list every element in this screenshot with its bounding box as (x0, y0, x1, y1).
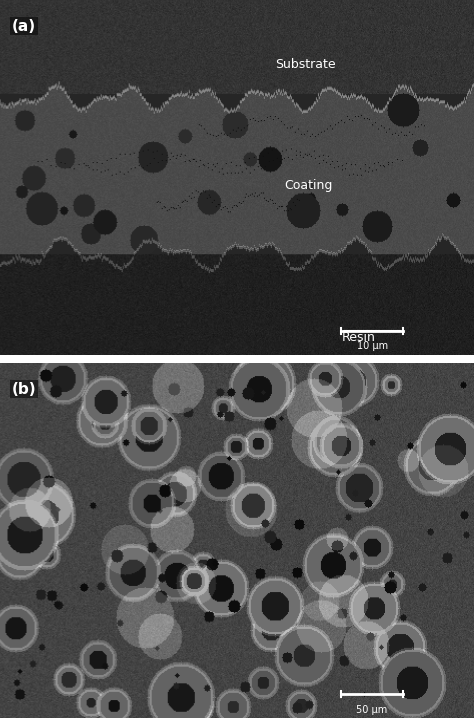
Text: Coating: Coating (284, 178, 333, 191)
Text: Resin: Resin (341, 331, 375, 344)
Text: (a): (a) (12, 19, 36, 34)
Text: Substrate: Substrate (275, 58, 336, 70)
Text: (b): (b) (12, 382, 36, 397)
Text: 50 μm: 50 μm (356, 705, 388, 715)
Text: 10 μm: 10 μm (356, 342, 388, 352)
